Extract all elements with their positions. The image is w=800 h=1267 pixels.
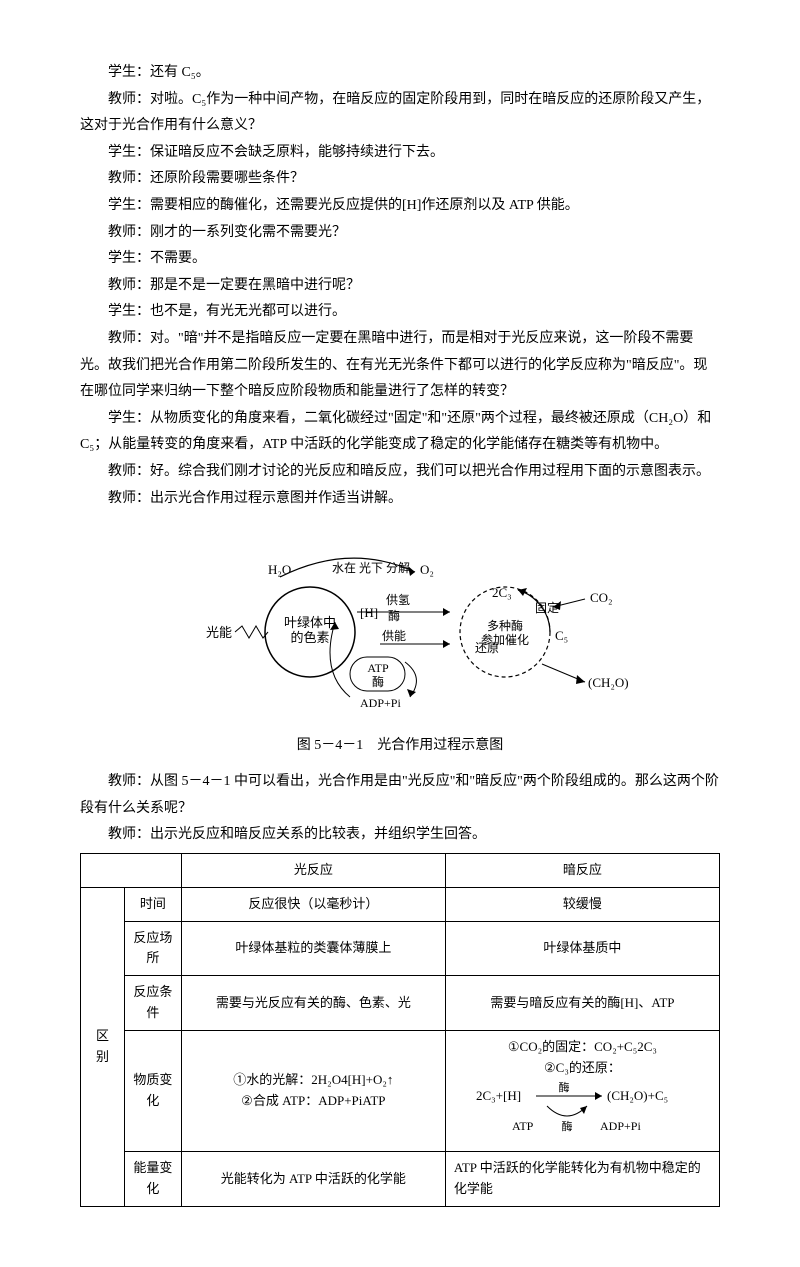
svg-text:酶: 酶 <box>562 1120 573 1133</box>
svg-text:(CH₂O)+C₅: (CH₂O)+C₅ <box>607 1088 668 1103</box>
dialogue-line: 学生：不需要。 <box>80 246 720 273</box>
water-split-label: 水在 光下 分解 <box>332 561 410 575</box>
dialogue-block: 学生：还有 C₅。教师：对啦。C₅作为一种中间产物，在暗反应的固定阶段用到，同时… <box>80 60 720 512</box>
comparison-table: 光反应 暗反应 区别 时间 反应很快（以毫秒计） 较缓慢 反应场所 叶绿体基粒的… <box>80 853 720 1207</box>
col-dark-header: 暗反应 <box>445 854 719 888</box>
row-matter-dark: ①CO₂的固定：CO₂+C₅2C₃ ②C₃的还原： 2C₃+[H] 酶 (CH₂… <box>445 1030 719 1151</box>
dialogue-line: 教师：刚才的一系列变化需不需要光？ <box>80 220 720 247</box>
row-place-light: 叶绿体基粒的类囊体薄膜上 <box>181 921 445 976</box>
row-energy-light: 光能转化为 ATP 中活跃的化学能 <box>181 1152 445 1207</box>
dialogue-line: 学生：还有 C₅。 <box>80 60 720 87</box>
adp: ADP+Pi <box>360 696 401 710</box>
dialogue-line: 教师：还原阶段需要哪些条件？ <box>80 166 720 193</box>
chem-reaction-diagram: 2C₃+[H] 酶 (CH₂O)+C₅ 酶 ATP ADP+Pi <box>472 1078 692 1141</box>
photosynthesis-diagram: 叶绿体中的色素 光能 H₂O O₂ 水在 光下 分解 [H] 供氢 酶 供能 A… <box>80 522 720 759</box>
dialogue-line: 教师：好。综合我们刚才讨论的光反应和暗反应，我们可以把光合作用过程用下面的示意图… <box>80 459 720 486</box>
dialogue-line: 教师：从图 5－4－1 中可以看出，光合作用是由"光反应"和"暗反应"两个阶段组… <box>80 769 720 822</box>
reduce: 还原 <box>475 641 499 655</box>
row-cond-dark: 需要与暗反应有关的酶[H]、ATP <box>445 976 719 1031</box>
atp: ATP <box>367 661 389 675</box>
enzyme2: 酶 <box>372 674 384 689</box>
co2: CO₂ <box>590 590 613 605</box>
dialogue-line: 学生：需要相应的酶催化，还需要光反应提供的[H]作还原剂以及 ATP 供能。 <box>80 193 720 220</box>
c3: 2C₃ <box>492 585 512 600</box>
svg-text:酶: 酶 <box>559 1081 570 1094</box>
col-light-header: 光反应 <box>181 854 445 888</box>
row-cond-label: 反应条件 <box>124 976 181 1031</box>
supply-h: 供氢 <box>386 592 410 607</box>
pigment-label: 叶绿体中的色素 <box>284 615 336 645</box>
row-place-dark: 叶绿体基质中 <box>445 921 719 976</box>
row-time-light: 反应很快（以毫秒计） <box>181 887 445 921</box>
supply-energy: 供能 <box>382 629 406 643</box>
post-diagram-block: 教师：从图 5－4－1 中可以看出，光合作用是由"光反应"和"暗反应"两个阶段组… <box>80 769 720 849</box>
svg-text:2C₃+[H]: 2C₃+[H] <box>476 1088 521 1103</box>
light-label: 光能 <box>206 625 232 640</box>
row-place-label: 反应场所 <box>124 921 181 976</box>
row-energy-dark: ATP 中活跃的化学能转化为有机物中稳定的化学能 <box>445 1152 719 1207</box>
dialogue-line: 教师：出示光合作用过程示意图并作适当讲解。 <box>80 486 720 513</box>
row-matter-light: ①水的光解：2H₂O4[H]+O₂↑ ②合成 ATP：ADP+PiATP <box>181 1030 445 1151</box>
o2-label: O₂ <box>420 562 434 577</box>
svg-text:ATP: ATP <box>512 1119 534 1133</box>
dialogue-line: 学生：从物质变化的角度来看，二氧化碳经过"固定"和"还原"两个过程，最终被还原成… <box>80 406 720 459</box>
dialogue-line: 学生：也不是，有光无光都可以进行。 <box>80 299 720 326</box>
ch2o: (CH₂O) <box>588 675 629 690</box>
row-cond-light: 需要与光反应有关的酶、色素、光 <box>181 976 445 1031</box>
row-time-dark: 较缓慢 <box>445 887 719 921</box>
diagram-caption: 图 5－4－1 光合作用过程示意图 <box>80 733 720 760</box>
row-time-label: 时间 <box>124 887 181 921</box>
dialogue-line: 教师：出示光反应和暗反应关系的比较表，并组织学生回答。 <box>80 822 720 849</box>
row-energy-label: 能量变化 <box>124 1152 181 1207</box>
dialogue-line: 教师：对。"暗"并不是指暗反应一定要在黑暗中进行，而是相对于光反应来说，这一阶段… <box>80 326 720 406</box>
row-matter-label: 物质变化 <box>124 1030 181 1151</box>
dialogue-line: 教师：那是不是一定要在黑暗中进行呢？ <box>80 273 720 300</box>
enzyme1: 酶 <box>388 608 400 623</box>
c5: C₅ <box>555 628 568 643</box>
dialogue-line: 学生：保证暗反应不会缺乏原料，能够持续进行下去。 <box>80 140 720 167</box>
h2o-label: H₂O <box>268 562 291 577</box>
section-label: 区别 <box>81 887 125 1206</box>
dialogue-line: 教师：对啦。C₅作为一种中间产物，在暗反应的固定阶段用到，同时在暗反应的还原阶段… <box>80 87 720 140</box>
svg-text:ADP+Pi: ADP+Pi <box>600 1119 641 1133</box>
